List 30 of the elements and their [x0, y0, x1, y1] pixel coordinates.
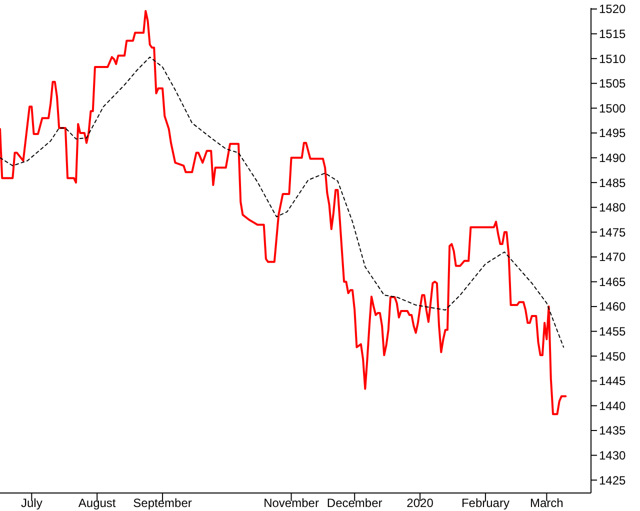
x-tick-label: 2020 [406, 496, 434, 510]
y-tick-label: 1435 [599, 424, 626, 438]
y-tick-label: 1465 [599, 274, 626, 289]
x-tick-label: August [78, 496, 116, 510]
y-tick-label: 1445 [599, 374, 626, 388]
y-tick-label: 1470 [599, 250, 626, 264]
y-tick-label: 1495 [599, 126, 626, 140]
y-tick-label: 1510 [599, 52, 626, 66]
y-tick-label: 1505 [599, 76, 626, 91]
y-tick-label: 1500 [599, 101, 626, 116]
y-tick-label: 1450 [599, 349, 626, 364]
y-tick-label: 1520 [599, 2, 626, 16]
y-tick-label: 1460 [599, 300, 626, 314]
y-tick-label: 1515 [599, 26, 626, 41]
y-tick-label: 1485 [599, 176, 626, 190]
line-series [0, 10, 567, 416]
x-tick-label: July [20, 496, 42, 510]
y-tick-label: 1455 [599, 324, 626, 339]
x-tick-label: March [530, 496, 564, 510]
x-tick-label: November [264, 496, 319, 510]
x-tick-label: September [133, 496, 192, 510]
y-tick-label: 1425 [599, 473, 626, 488]
line-series [0, 56, 564, 348]
x-tick-label: February [461, 496, 510, 510]
x-tick-label: December [326, 496, 382, 510]
y-tick-label: 1440 [599, 398, 626, 413]
y-tick-label: 1480 [599, 200, 626, 215]
y-tick-label: 1430 [599, 448, 626, 463]
y-tick-label: 1490 [599, 150, 626, 165]
y-tick-label: 1475 [599, 225, 626, 240]
